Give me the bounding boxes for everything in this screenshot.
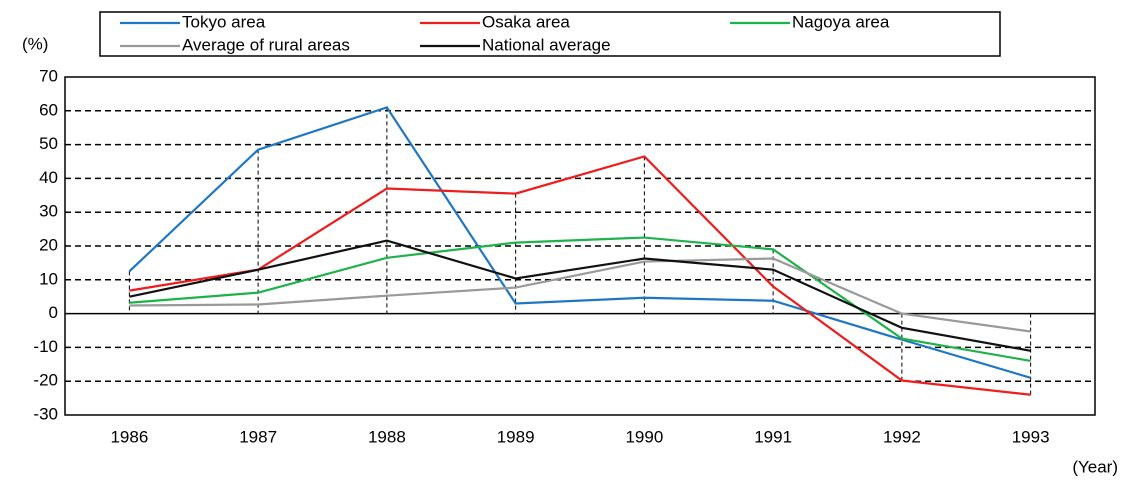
y-tick-label: 50 [39, 134, 58, 153]
plot-frame [64, 76, 1096, 416]
x-tick-label: 1993 [1012, 427, 1050, 446]
x-tick-label: 1986 [110, 427, 148, 446]
y-tick-label: 70 [39, 66, 58, 85]
x-tick-label: 1988 [368, 427, 406, 446]
y-tick-label: -30 [33, 404, 58, 423]
legend-label: Tokyo area [182, 12, 266, 31]
y-tick-label: -10 [33, 337, 58, 356]
x-tick-label: 1989 [497, 427, 535, 446]
legend-label: Average of rural areas [182, 35, 350, 54]
y-axis-label: (%) [22, 34, 48, 53]
y-tick-label: 40 [39, 168, 58, 187]
legend-box [99, 11, 1001, 57]
y-tick-label: 60 [39, 100, 58, 119]
y-tick-label: -20 [33, 371, 58, 390]
x-tick-label: 1987 [239, 427, 277, 446]
series-line [129, 257, 1031, 333]
y-tick-label: 10 [39, 269, 58, 288]
legend-label: Nagoya area [792, 12, 890, 31]
series-line [128, 106, 1031, 379]
x-axis-label: (Year) [1072, 457, 1118, 476]
y-tick-label: 20 [39, 235, 58, 254]
x-tick-label: 1991 [754, 427, 792, 446]
x-tick-label: 1990 [625, 427, 663, 446]
legend-label: National average [482, 35, 611, 54]
series-line [129, 155, 1031, 396]
y-tick-label: 30 [39, 202, 58, 221]
series-line [129, 239, 1031, 352]
series-line [129, 236, 1031, 363]
x-tick-label: 1992 [883, 427, 921, 446]
y-tick-label: 0 [49, 303, 58, 322]
legend-label: Osaka area [482, 12, 570, 31]
